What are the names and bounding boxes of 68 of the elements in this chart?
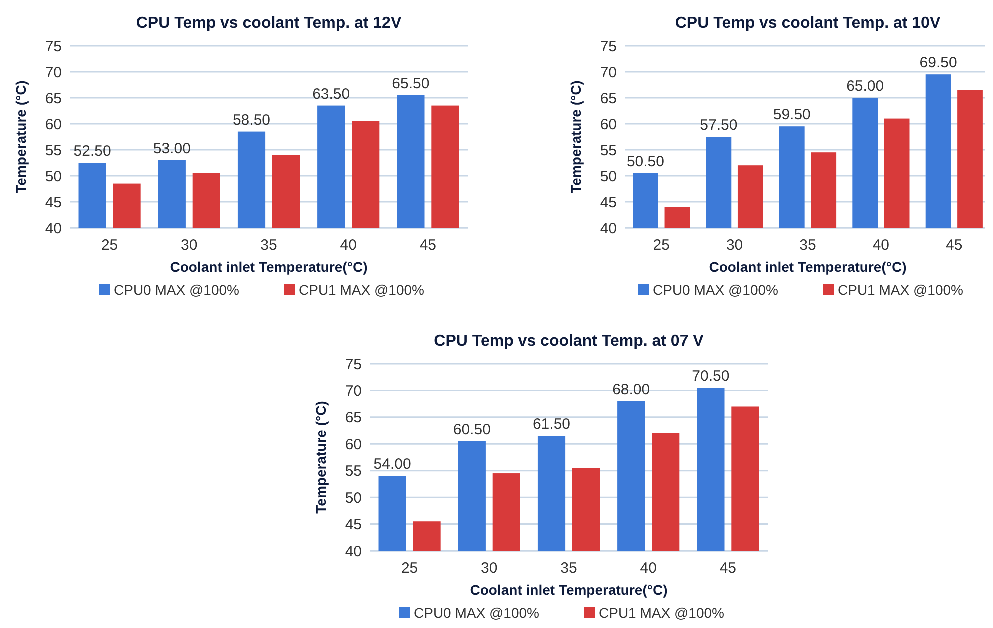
y-tick-label: 50 bbox=[45, 168, 62, 186]
y-tick-label: 45 bbox=[600, 194, 617, 212]
y-tick-label: 55 bbox=[345, 463, 362, 480]
data-label: 59.50 bbox=[773, 106, 811, 124]
data-label: 69.50 bbox=[920, 54, 958, 72]
legend-label: CPU0 MAX @100% bbox=[414, 604, 540, 621]
x-tick-label: 25 bbox=[401, 560, 418, 577]
x-axis-title: Coolant inlet Temperature(°C) bbox=[470, 582, 668, 598]
y-tick-label: 75 bbox=[600, 38, 617, 56]
y-axis-title: Temperature (°C) bbox=[313, 401, 329, 514]
data-label: 65.50 bbox=[392, 75, 430, 92]
data-label: 52.50 bbox=[74, 143, 112, 160]
y-tick-label: 55 bbox=[45, 142, 62, 160]
y-tick-label: 75 bbox=[45, 38, 62, 56]
x-tick-label: 30 bbox=[181, 237, 198, 254]
y-tick-label: 70 bbox=[600, 64, 617, 82]
data-label: 58.50 bbox=[232, 112, 271, 129]
y-tick-label: 45 bbox=[345, 516, 362, 534]
x-tick-label: 35 bbox=[260, 237, 278, 254]
x-tick-label: 25 bbox=[653, 237, 670, 254]
data-label: 60.50 bbox=[453, 421, 491, 438]
data-label: 61.50 bbox=[532, 416, 571, 434]
y-axis-title: Temperature (°C) bbox=[13, 80, 29, 194]
chart-title: CPU Temp vs coolant Temp. at 07 V bbox=[434, 333, 704, 350]
chart-title: CPU Temp vs coolant Temp. at 12V bbox=[136, 15, 402, 32]
y-tick-label: 70 bbox=[345, 382, 362, 400]
y-tick-label: 40 bbox=[345, 543, 362, 560]
x-tick-label: 45 bbox=[420, 237, 437, 254]
data-label: 57.50 bbox=[700, 117, 738, 134]
y-tick-label: 40 bbox=[600, 220, 617, 238]
y-tick-label: 55 bbox=[600, 142, 617, 160]
y-axis-title: Temperature (°C) bbox=[568, 80, 584, 194]
data-label: 63.50 bbox=[312, 86, 350, 103]
x-tick-label: 30 bbox=[481, 560, 498, 577]
x-axis-title: Coolant inlet Temperature(°C) bbox=[170, 259, 368, 275]
x-tick-label: 40 bbox=[640, 560, 657, 577]
legend-label: CPU0 MAX @100% bbox=[114, 282, 240, 298]
legend-label: CPU1 MAX @100% bbox=[299, 282, 424, 298]
y-tick-label: 40 bbox=[45, 220, 62, 238]
legend-label: CPU1 MAX @100% bbox=[599, 604, 724, 621]
y-tick-label: 65 bbox=[345, 410, 362, 427]
x-tick-label: 45 bbox=[946, 237, 963, 254]
data-label: 54.00 bbox=[374, 456, 412, 474]
x-tick-label: 35 bbox=[800, 237, 816, 254]
y-tick-label: 50 bbox=[600, 168, 617, 186]
y-tick-label: 60 bbox=[45, 116, 62, 134]
x-axis-title: Coolant inlet Temperature(°C) bbox=[709, 259, 907, 275]
x-tick-label: 25 bbox=[101, 237, 118, 254]
data-label: 70.50 bbox=[692, 368, 730, 386]
data-label: 65.00 bbox=[846, 78, 884, 95]
data-label: 50.50 bbox=[626, 153, 665, 170]
y-tick-label: 65 bbox=[45, 90, 62, 108]
x-tick-label: 45 bbox=[720, 560, 737, 577]
legend-label: CPU0 MAX @100% bbox=[653, 282, 778, 298]
y-tick-label: 45 bbox=[45, 194, 62, 212]
y-tick-label: 60 bbox=[600, 116, 617, 134]
legend-label: CPU1 MAX @100% bbox=[838, 282, 964, 298]
x-tick-label: 35 bbox=[560, 560, 578, 577]
data-label: 68.00 bbox=[612, 381, 650, 398]
data-label: 53.00 bbox=[153, 140, 191, 158]
y-tick-label: 50 bbox=[345, 490, 362, 507]
chart-title: CPU Temp vs coolant Temp. at 10V bbox=[675, 15, 941, 32]
y-tick-label: 70 bbox=[45, 64, 62, 82]
y-tick-label: 60 bbox=[345, 436, 362, 454]
x-tick-label: 30 bbox=[726, 237, 744, 254]
y-tick-label: 75 bbox=[345, 356, 362, 374]
y-tick-label: 65 bbox=[600, 90, 617, 108]
x-tick-label: 40 bbox=[872, 237, 890, 254]
